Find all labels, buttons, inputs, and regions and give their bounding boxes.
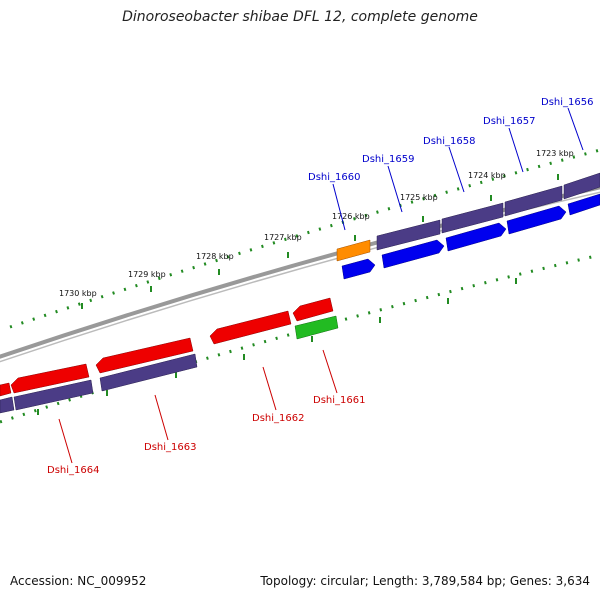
gene-label-dshi-1662[interactable]: Dshi_1662 bbox=[252, 413, 304, 424]
cds-feature-dshi-1659[interactable] bbox=[381, 239, 445, 269]
leader-line-dshi-1657 bbox=[508, 127, 524, 173]
gene-label-dshi-1660[interactable]: Dshi_1660 bbox=[308, 172, 360, 183]
gene-label-dshi-1656[interactable]: Dshi_1656 bbox=[541, 97, 593, 108]
tick-label-1729: 1729 kbp bbox=[128, 270, 166, 279]
tick-label-1723: 1723 kbp bbox=[536, 149, 574, 158]
gene-feature-dshi-1659[interactable] bbox=[376, 219, 441, 251]
map-title: Dinoroseobacter shibae DFL 12, complete … bbox=[122, 9, 478, 25]
leader-line-dshi-1663 bbox=[154, 394, 169, 441]
gene-label-dshi-1663[interactable]: Dshi_1663 bbox=[144, 442, 196, 453]
cds-feature-dshi-1662[interactable] bbox=[209, 310, 292, 345]
accession-text: Accession: NC_009952 bbox=[10, 574, 147, 588]
tick-label-1727: 1727 kbp bbox=[264, 233, 302, 242]
gene-feature-dshi-1664[interactable] bbox=[13, 379, 94, 411]
gene-feature-prev[interactable] bbox=[0, 396, 15, 414]
leader-line-dshi-1656 bbox=[567, 107, 584, 151]
leader-line-dshi-1661 bbox=[322, 349, 338, 394]
gene-label-dshi-1658[interactable]: Dshi_1658 bbox=[423, 136, 475, 147]
leader-line-dshi-1662 bbox=[262, 366, 277, 411]
gene-label-dshi-1664[interactable]: Dshi_1664 bbox=[47, 465, 99, 476]
cds-feature-dshi-1664[interactable] bbox=[10, 363, 90, 394]
forward-cds-track bbox=[341, 193, 600, 280]
tick-label-1724: 1724 kbp bbox=[468, 171, 506, 180]
tick-label-1725: 1725 kbp bbox=[400, 193, 438, 202]
reverse-cds-track bbox=[0, 297, 334, 397]
misc-feature-dshi-1661[interactable] bbox=[294, 315, 339, 340]
gene-label-dshi-1661[interactable]: Dshi_1661 bbox=[313, 395, 365, 406]
cds-feature-dshi-1663[interactable] bbox=[95, 337, 194, 374]
tick-label-1730: 1730 kbp bbox=[59, 289, 97, 298]
cds-feature-dshi-1661[interactable] bbox=[292, 297, 334, 322]
cds-feature-dshi-1656[interactable] bbox=[567, 193, 600, 216]
gene-label-dshi-1657[interactable]: Dshi_1657 bbox=[483, 116, 535, 127]
cds-feature-prev[interactable] bbox=[0, 382, 12, 397]
gene-feature-dshi-1658[interactable] bbox=[441, 202, 504, 234]
outer-scale: 1730 kbp 1729 kbp 1728 kbp 1727 kbp 1726… bbox=[9, 148, 600, 329]
leader-line-dshi-1658 bbox=[448, 146, 465, 193]
leader-line-dshi-1660 bbox=[332, 183, 346, 231]
forward-gene-track bbox=[376, 172, 600, 251]
rna-feature-dshi-1660[interactable] bbox=[336, 239, 371, 262]
leader-line-dshi-1664 bbox=[58, 418, 73, 464]
reverse-gene-track bbox=[0, 353, 198, 414]
leader-line-dshi-1659 bbox=[387, 165, 403, 213]
cds-feature-dshi-1660[interactable] bbox=[341, 258, 376, 280]
gene-feature-dshi-1656[interactable] bbox=[563, 172, 600, 200]
cds-feature-dshi-1657[interactable] bbox=[506, 205, 567, 235]
gene-label-dshi-1659[interactable]: Dshi_1659 bbox=[362, 154, 414, 165]
tick-label-1726: 1726 kbp bbox=[332, 212, 370, 221]
gene-feature-dshi-1657[interactable] bbox=[504, 185, 563, 217]
cds-feature-dshi-1658[interactable] bbox=[445, 222, 507, 252]
inner-scale bbox=[0, 253, 600, 424]
gene-feature-dshi-1663[interactable] bbox=[99, 353, 198, 392]
genome-summary-text: Topology: circular; Length: 3,789,584 bp… bbox=[260, 574, 590, 588]
tick-label-1728: 1728 kbp bbox=[196, 252, 234, 261]
